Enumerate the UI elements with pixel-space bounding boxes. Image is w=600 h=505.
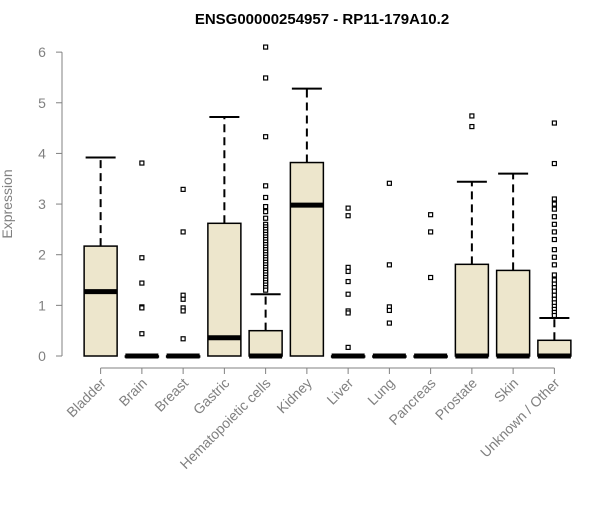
outlier-point	[551, 196, 557, 202]
outlier-point	[263, 215, 269, 221]
outlier-point	[551, 288, 557, 294]
box	[289, 161, 325, 357]
outlier-point	[180, 186, 186, 192]
outlier-point	[345, 213, 351, 219]
box	[495, 269, 531, 357]
y-tick-label: 0	[38, 348, 46, 364]
outlier-point	[345, 344, 351, 350]
outlier-point	[180, 229, 186, 235]
outlier-point	[551, 247, 557, 253]
outlier-point	[551, 262, 557, 268]
y-tick-label: 6	[38, 44, 46, 60]
outlier-point	[263, 44, 269, 50]
box	[454, 263, 490, 357]
outlier-point	[469, 113, 475, 119]
outlier-point	[180, 336, 186, 342]
y-tick-label: 4	[38, 145, 46, 161]
outlier-point	[345, 264, 351, 270]
y-axis-label: Expression	[0, 169, 15, 238]
y-tick-label: 5	[38, 95, 46, 111]
x-tick-label: Kidney	[273, 375, 315, 417]
outlier-point	[345, 291, 351, 297]
outlier-point	[551, 221, 557, 227]
outlier-point	[263, 209, 269, 215]
outlier-point	[263, 183, 269, 189]
outlier-point	[263, 203, 269, 210]
y-tick-label: 2	[38, 247, 46, 263]
outlier-point	[345, 205, 351, 211]
outlier-point	[386, 262, 392, 268]
outlier-point	[263, 194, 269, 201]
outlier-point	[551, 312, 557, 319]
outlier-point	[345, 268, 351, 275]
outlier-point	[263, 134, 269, 140]
outlier-point	[180, 296, 186, 302]
outlier-point	[139, 331, 145, 337]
outlier-point	[551, 277, 557, 283]
x-tick-label: Prostate	[432, 375, 480, 423]
y-tick-label: 1	[38, 297, 46, 313]
x-tick-label: Lung	[364, 375, 397, 408]
outlier-point	[551, 272, 557, 278]
box	[83, 245, 118, 357]
chart-title: ENSG00000254957 - RP11-179A10.2	[195, 11, 449, 28]
y-tick-label: 3	[38, 196, 46, 212]
outlier-point	[428, 274, 434, 281]
outlier-point	[345, 310, 351, 316]
outlier-point	[139, 160, 145, 166]
outlier-point	[551, 214, 557, 220]
outlier-point	[139, 305, 145, 311]
outlier-point	[180, 308, 186, 314]
outlier-point	[551, 206, 557, 212]
x-tick-label: Skin	[491, 375, 522, 406]
x-tick-label: Bladder	[63, 375, 109, 421]
outlier-point	[551, 236, 557, 243]
outlier-point	[551, 120, 557, 126]
outlier-point	[428, 229, 434, 235]
x-tick-label: Breast	[151, 375, 191, 415]
outlier-point	[263, 75, 269, 81]
x-tick-label: Liver	[323, 375, 356, 408]
outlier-point	[263, 287, 269, 293]
outlier-point	[551, 201, 557, 207]
outlier-point	[139, 255, 145, 261]
outlier-point	[386, 180, 392, 186]
outlier-point	[428, 212, 434, 218]
outlier-point	[551, 292, 557, 298]
outlier-point	[469, 123, 475, 130]
outlier-point	[551, 229, 557, 235]
outlier-point	[139, 280, 145, 286]
outlier-point	[180, 292, 186, 298]
x-tick-label: Brain	[116, 375, 150, 409]
box	[207, 222, 242, 357]
outlier-point	[345, 278, 351, 285]
outlier-point	[551, 254, 557, 260]
outlier-point	[386, 320, 392, 326]
outlier-point	[551, 160, 557, 167]
outlier-point	[386, 307, 392, 314]
box	[248, 329, 283, 357]
